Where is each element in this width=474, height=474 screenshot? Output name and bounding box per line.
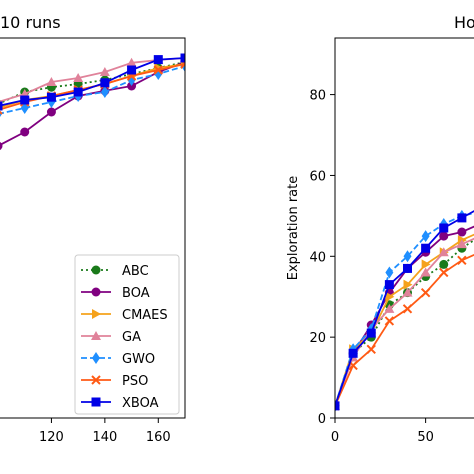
left-chart-title: 10 runs <box>0 13 61 32</box>
series-line-pso <box>335 253 474 407</box>
data-point-ga <box>420 267 431 277</box>
right-x-ticks: 0 50 <box>331 418 434 445</box>
legend-marker-ga <box>91 331 101 340</box>
left-chart-panel: 10 runs 120 140 160 ABC BOA CMAES GA GWO PSO XBO… <box>0 13 186 445</box>
data-point-pso <box>153 65 163 75</box>
right-chart-panel: Ho Exploration rate 0 50 0 20 40 60 80 <box>286 13 474 445</box>
data-point-xboa <box>403 263 412 273</box>
data-point-xboa <box>153 55 163 65</box>
x-tick-label: 140 <box>92 430 117 445</box>
left-plot-frame <box>0 37 186 419</box>
legend-box <box>74 254 180 415</box>
data-point-boa <box>20 127 30 137</box>
legend-label-abc: ABC <box>122 264 149 279</box>
y-tick-label: 80 <box>309 89 326 104</box>
data-point-cmaes <box>421 259 431 270</box>
series-line-boa <box>335 225 474 407</box>
data-point-pso <box>439 267 449 278</box>
data-point-gwo <box>385 266 394 279</box>
data-point-boa <box>457 227 467 237</box>
legend-marker-xboa <box>91 397 101 407</box>
legend-marker-cmaes <box>92 309 101 319</box>
right-y-axis-label: Exploration rate <box>286 176 301 280</box>
data-point-xboa <box>127 65 137 75</box>
data-point-xboa <box>457 213 467 223</box>
data-point-ga <box>456 239 467 249</box>
data-point-xboa <box>20 95 30 105</box>
data-point-pso <box>384 316 395 326</box>
data-point-xboa <box>73 87 83 97</box>
data-point-gwo <box>403 250 412 263</box>
data-point-boa <box>0 141 3 151</box>
legend-label-xboa: XBOA <box>122 396 159 411</box>
data-point-pso <box>457 255 467 266</box>
data-point-ga <box>402 287 413 297</box>
right-plot-marks <box>335 209 474 412</box>
data-point-xboa <box>46 92 56 102</box>
x-tick-label: 0 <box>331 430 339 445</box>
y-tick-label: 60 <box>309 169 326 184</box>
data-point-cmaes <box>403 279 413 290</box>
data-point-ga <box>438 247 449 257</box>
data-point-xboa <box>421 243 431 253</box>
data-point-gwo <box>421 230 430 243</box>
y-tick-label: 20 <box>309 331 326 346</box>
x-tick-label: 50 <box>417 430 434 445</box>
series-line-gwo <box>0 65 185 115</box>
data-point-ga <box>99 67 110 76</box>
data-point-boa <box>439 231 449 241</box>
left-x-ticks: 120 140 160 <box>39 418 171 445</box>
data-point-pso <box>402 304 413 314</box>
legend: ABC BOA CMAES GA GWO PSO XBOA <box>74 254 180 415</box>
data-point-xboa <box>100 78 110 88</box>
series-line-gwo <box>335 212 474 407</box>
data-point-ga <box>46 77 57 86</box>
data-point-pso <box>366 344 376 354</box>
x-tick-label: 160 <box>146 430 171 445</box>
legend-marker-gwo <box>92 352 100 364</box>
legend-label-boa: BOA <box>122 286 150 301</box>
y-tick-label: 0 <box>318 412 326 427</box>
x-tick-label: 120 <box>39 430 64 445</box>
data-point-cmaes <box>385 291 395 302</box>
right-y-ticks: 0 20 40 60 80 <box>309 89 335 427</box>
y-tick-label: 40 <box>309 250 326 265</box>
legend-marker-boa <box>91 287 101 297</box>
right-plot-frame <box>334 37 474 419</box>
data-point-xboa <box>335 401 340 411</box>
data-point-xboa <box>366 328 376 338</box>
data-point-pso <box>420 287 431 298</box>
data-point-xboa <box>180 53 185 63</box>
legend-label-ga: GA <box>122 330 141 345</box>
legend-label-gwo: GWO <box>122 352 155 367</box>
legend-label-cmaes: CMAES <box>122 308 168 323</box>
legend-label-pso: PSO <box>122 374 148 389</box>
right-chart-title: Ho <box>454 13 474 32</box>
data-point-xboa <box>348 348 358 358</box>
data-point-xboa <box>439 223 449 233</box>
data-point-ga <box>73 73 84 82</box>
data-point-xboa <box>0 101 3 111</box>
legend-marker-pso <box>91 375 101 385</box>
data-point-xboa <box>384 280 394 290</box>
data-point-ga <box>126 57 137 67</box>
data-point-boa <box>46 107 56 117</box>
series-line-ga <box>335 237 474 407</box>
data-point-ga <box>384 303 395 313</box>
series-line-abc <box>335 239 474 407</box>
data-point-abc <box>439 259 449 269</box>
legend-marker-abc <box>91 265 101 275</box>
left-plot-marks <box>0 53 185 151</box>
data-point-gwo <box>100 86 109 98</box>
